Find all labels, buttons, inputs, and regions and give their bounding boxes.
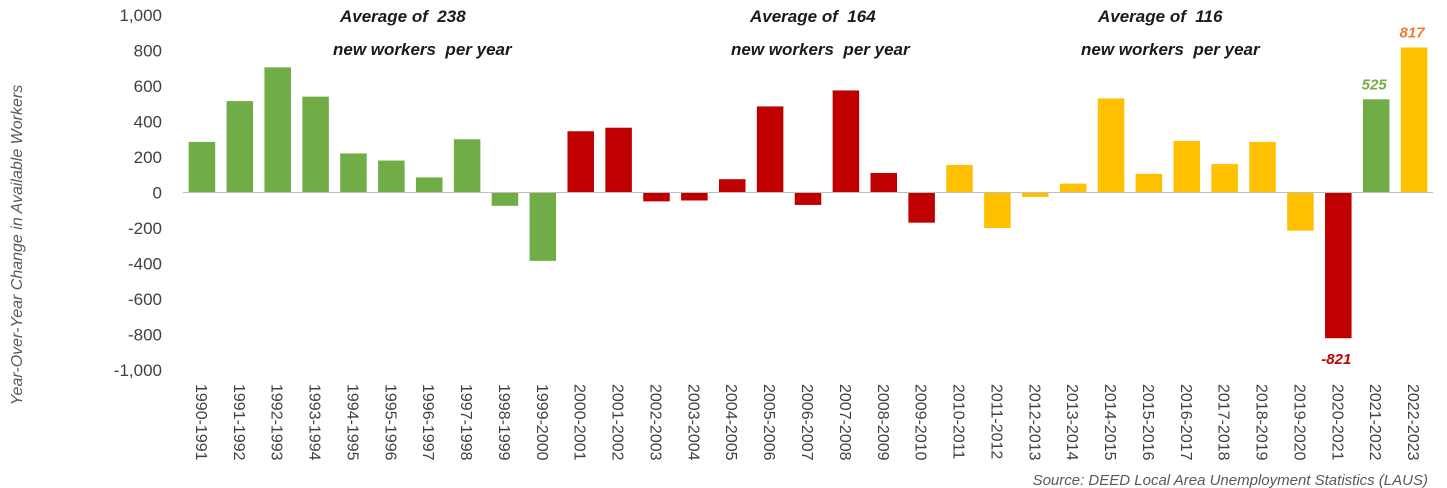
data-label: 525 bbox=[1362, 76, 1388, 93]
x-tick-label: 2006-2007 bbox=[798, 384, 815, 461]
bar bbox=[529, 192, 557, 261]
bar bbox=[1362, 99, 1390, 193]
bar bbox=[946, 164, 973, 193]
bar bbox=[1173, 141, 1201, 193]
x-tick-label: 2016-2017 bbox=[1177, 384, 1194, 461]
x-tick-label: 1990-1991 bbox=[192, 384, 209, 461]
y-tick-label: -200 bbox=[128, 219, 162, 238]
x-tick-label: 1998-1999 bbox=[495, 384, 512, 461]
x-tick-label: 2018-2019 bbox=[1253, 384, 1270, 461]
bar bbox=[378, 160, 405, 193]
y-tick-label: 1,000 bbox=[119, 6, 162, 25]
x-tick-label: 2010-2011 bbox=[950, 384, 967, 459]
bar bbox=[605, 127, 632, 193]
x-tick-label: 2008-2009 bbox=[874, 384, 891, 461]
bar bbox=[264, 67, 291, 193]
x-tick-label: 2019-2020 bbox=[1290, 384, 1307, 461]
y-axis-ticks: 1,000 800 600 400 200 0 -200 -400 -600 -800 -1,000 bbox=[114, 6, 162, 380]
x-tick-label: 1991-1992 bbox=[230, 384, 247, 461]
bar bbox=[1249, 141, 1276, 193]
annotation-1-line-1: Average of 238 bbox=[339, 7, 466, 26]
x-tick-label: 2007-2008 bbox=[836, 384, 853, 461]
bar bbox=[870, 172, 898, 193]
x-tick-label: 2017-2018 bbox=[1215, 384, 1232, 461]
bar bbox=[226, 101, 254, 193]
x-tick-label: 2000-2001 bbox=[571, 384, 588, 461]
bar bbox=[832, 90, 860, 193]
x-tick-label: 2009-2010 bbox=[912, 384, 929, 461]
bar bbox=[1059, 183, 1087, 193]
bars bbox=[188, 47, 1428, 339]
x-tick-label: 2001-2002 bbox=[609, 384, 626, 461]
x-tick-label: 2011-2012 bbox=[987, 384, 1004, 459]
y-axis-label: Year-Over-Year Change in Available Worke… bbox=[9, 85, 26, 405]
bar bbox=[453, 139, 481, 193]
annotation-3-line-2: new workers per year bbox=[1081, 40, 1261, 59]
bar bbox=[794, 192, 822, 205]
x-tick-label: 1996-1997 bbox=[419, 384, 436, 461]
x-tick-label: 2013-2014 bbox=[1063, 384, 1080, 461]
bar bbox=[1135, 173, 1163, 193]
x-tick-label: 2003-2004 bbox=[684, 384, 701, 461]
x-tick-label: 1994-1995 bbox=[343, 384, 360, 461]
y-tick-label: 200 bbox=[134, 148, 162, 167]
y-tick-label: -800 bbox=[128, 326, 162, 345]
annotation-2-line-1: Average of 164 bbox=[749, 7, 876, 26]
bar bbox=[984, 192, 1011, 228]
x-tick-label: 2022-2023 bbox=[1404, 384, 1421, 461]
x-tick-label: 2020-2021 bbox=[1328, 384, 1345, 461]
bar bbox=[1325, 192, 1352, 339]
annotation-2-line-2: new workers per year bbox=[731, 40, 911, 59]
data-labels: -821 525 817 bbox=[1321, 24, 1425, 368]
data-label: 817 bbox=[1400, 24, 1426, 41]
bar bbox=[1400, 47, 1428, 193]
x-tick-label: 1997-1998 bbox=[457, 384, 474, 461]
source-note: Source: DEED Local Area Unemployment Sta… bbox=[1033, 472, 1428, 488]
bar bbox=[718, 179, 746, 193]
x-tick-label: 2015-2016 bbox=[1139, 384, 1156, 461]
bar bbox=[340, 153, 367, 193]
bar bbox=[491, 192, 519, 206]
bar bbox=[1211, 164, 1238, 193]
x-tick-label: 2021-2022 bbox=[1366, 384, 1383, 461]
x-axis-category-labels: 1990-1991 1991-1992 1992-1993 1993-1994 1994… bbox=[192, 384, 1421, 461]
y-tick-label: 0 bbox=[153, 184, 162, 203]
x-tick-label: 2014-2015 bbox=[1101, 384, 1118, 461]
y-tick-label: 400 bbox=[134, 113, 162, 132]
annotation-3-line-1: Average of 116 bbox=[1097, 7, 1223, 26]
y-tick-label: -600 bbox=[128, 290, 162, 309]
x-tick-label: 1993-1994 bbox=[306, 384, 323, 461]
y-tick-label: 600 bbox=[134, 77, 162, 96]
y-tick-label: -1,000 bbox=[114, 361, 162, 380]
x-tick-label: 1992-1993 bbox=[268, 384, 285, 461]
x-tick-label: 1999-2000 bbox=[533, 384, 550, 461]
x-tick-label: 2004-2005 bbox=[722, 384, 739, 461]
bar bbox=[1287, 192, 1314, 231]
x-tick-label: 2005-2006 bbox=[760, 384, 777, 461]
bar bbox=[681, 192, 708, 201]
bar bbox=[567, 131, 594, 193]
bar bbox=[1097, 98, 1125, 193]
bar bbox=[756, 106, 784, 193]
bar bbox=[302, 96, 329, 193]
annotation-1-line-2: new workers per year bbox=[333, 40, 513, 59]
bar bbox=[415, 177, 443, 193]
x-tick-label: 1995-1996 bbox=[381, 384, 398, 461]
y-tick-label: 800 bbox=[134, 42, 162, 61]
bar bbox=[643, 192, 670, 202]
x-tick-label: 2002-2003 bbox=[646, 384, 663, 461]
bar bbox=[1022, 192, 1049, 197]
data-label: -821 bbox=[1321, 351, 1351, 368]
bar bbox=[908, 192, 935, 223]
x-tick-label: 2012-2013 bbox=[1025, 384, 1042, 461]
bar bbox=[188, 141, 216, 193]
y-tick-label: -400 bbox=[128, 255, 162, 274]
